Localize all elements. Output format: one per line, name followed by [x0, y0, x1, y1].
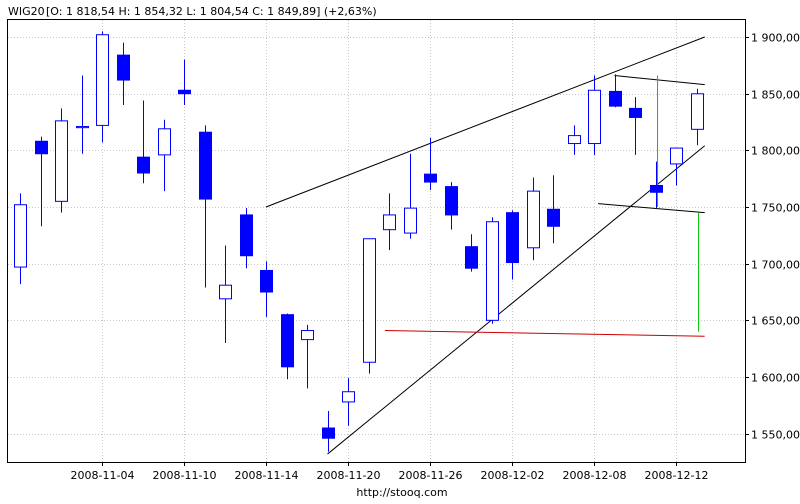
channel-top-line: [614, 75, 705, 86]
y-tick-label: 1 600,00: [751, 372, 800, 385]
candle-body-up: [486, 221, 499, 321]
x-tick-label: 2008-12-02: [481, 469, 545, 482]
x-tick-label: 2008-12-08: [563, 469, 627, 482]
support-line: [384, 330, 705, 337]
candle: [629, 97, 642, 155]
x-tick-label: 2008-11-20: [317, 469, 381, 482]
candle-body-down: [281, 314, 294, 368]
candle: [568, 125, 581, 155]
candles: [14, 31, 704, 452]
candle: [424, 137, 437, 190]
candle: [178, 59, 191, 105]
candle: [137, 100, 150, 184]
candle-body-down: [199, 131, 212, 200]
candle-body-down: [629, 107, 642, 118]
upper-trendline: [265, 36, 705, 208]
candle-body-down: [322, 427, 335, 439]
y-tick-label: 1 550,00: [751, 429, 800, 442]
candle-body-down: [137, 156, 150, 174]
candle: [588, 75, 601, 155]
candle: [404, 153, 417, 239]
candle: [96, 31, 109, 143]
candle: [117, 42, 130, 105]
candle-body-up: [96, 34, 109, 126]
candle: [670, 147, 683, 186]
candle-body-up: [76, 126, 89, 129]
candle: [14, 193, 27, 285]
candle: [35, 136, 48, 227]
y-tick-label: 1 800,00: [751, 145, 800, 158]
candle: [527, 177, 540, 261]
candle: [240, 208, 253, 269]
y-tick-label: 1 650,00: [751, 315, 800, 328]
candle: [55, 108, 68, 213]
candle: [199, 125, 212, 288]
y-tick-label: 1 850,00: [751, 89, 800, 102]
candle-body-down: [465, 246, 478, 269]
x-tick-label: 2008-11-10: [153, 469, 217, 482]
candle: [691, 88, 704, 146]
y-tick-label: 1 900,00: [751, 32, 800, 45]
candle: [506, 210, 519, 280]
y-tick-label: 1 750,00: [751, 202, 800, 215]
candle: [342, 378, 355, 426]
plot-frame: [7, 19, 746, 463]
candle-body-up: [588, 89, 601, 145]
candle-body-up: [527, 190, 540, 249]
candle-body-down: [424, 173, 437, 183]
candle-body-down: [260, 269, 273, 293]
candle: [260, 261, 273, 317]
candle-body-up: [363, 238, 376, 363]
candle-body-down: [650, 184, 663, 193]
candle-body-down: [445, 186, 458, 216]
candle-body-up: [158, 128, 171, 156]
source-url[interactable]: http://stooq.com: [356, 486, 447, 499]
header-ticker: WIG20: [8, 5, 45, 18]
y-tick-label: 1 700,00: [751, 259, 800, 272]
y-axis: 1 550,00 1 600,00 1 650,00 1 700,00 1 750,00…: [745, 32, 800, 442]
candle-body-down: [117, 54, 130, 81]
candle-body-up: [14, 204, 27, 268]
candle-body-up: [301, 330, 314, 341]
candle: [219, 245, 232, 343]
x-axis: 2008-11-04 2008-11-10 2008-11-14 2008-11-20…: [71, 462, 709, 482]
candle: [445, 182, 458, 230]
candle-body-up: [219, 284, 232, 300]
x-tick-label: 2008-11-14: [235, 469, 299, 482]
candle-body-down: [609, 90, 622, 107]
candle: [650, 161, 663, 209]
candle: [383, 193, 396, 251]
candle: [547, 175, 560, 244]
candle-body-down: [547, 208, 560, 227]
x-tick-label: 2008-11-26: [399, 469, 463, 482]
candle: [301, 324, 314, 389]
candle-body-up: [383, 214, 396, 231]
candle: [465, 234, 478, 272]
candle: [158, 119, 171, 192]
candle: [363, 238, 376, 374]
channel-bottom-line: [598, 203, 705, 214]
x-tick-label: 2008-11-04: [71, 469, 135, 482]
candle-body-down: [178, 89, 191, 95]
candle-body-down: [240, 214, 253, 257]
candle: [322, 411, 335, 452]
candle-body-up: [691, 93, 704, 130]
lower-trendline: [327, 145, 706, 455]
x-tick-label: 2008-12-12: [645, 469, 709, 482]
candle: [609, 74, 622, 108]
candle-body-down: [506, 212, 519, 264]
header-ohlc: [O: 1 818,54 H: 1 854,32 L: 1 804,54 C: …: [46, 5, 377, 18]
candle: [486, 217, 499, 324]
candle: [76, 75, 89, 154]
candle: [281, 313, 294, 380]
candle-body-up: [55, 120, 68, 202]
candle-body-up: [404, 207, 417, 234]
annotation-lines: [265, 36, 706, 455]
candle-body-up: [342, 391, 355, 403]
candle-body-down: [35, 140, 48, 155]
candle-body-up: [670, 147, 683, 165]
candle-body-up: [568, 135, 581, 145]
